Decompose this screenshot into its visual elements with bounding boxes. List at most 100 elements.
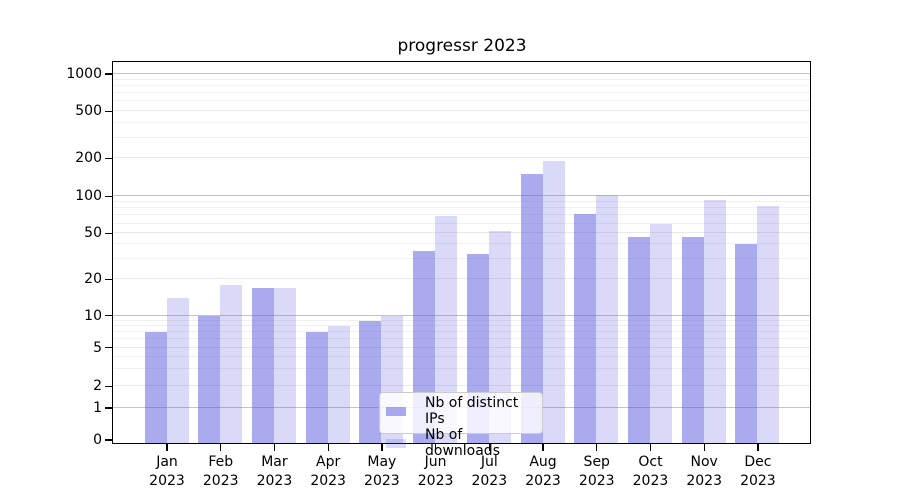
chart-title: progressr 2023 bbox=[397, 36, 527, 56]
gridline-minor-8 bbox=[113, 324, 810, 326]
gridline-minor-4 bbox=[113, 356, 810, 358]
gridline-5 bbox=[113, 346, 810, 348]
gridline-minor-600 bbox=[113, 100, 810, 102]
gridline-2 bbox=[113, 385, 810, 387]
x-tick-mark-mar bbox=[273, 444, 276, 451]
gridline-minor-6 bbox=[113, 338, 810, 340]
legend-item-distinct-ips: Nb of distinct IPs bbox=[386, 395, 536, 427]
y-tick-label-100: 100 bbox=[75, 188, 102, 205]
bar-distinct-ips-may bbox=[359, 320, 382, 443]
gridline-minor-80 bbox=[113, 207, 810, 209]
y-tick-label-1000: 1000 bbox=[66, 66, 102, 83]
x-tick-label-aug: Aug 2023 bbox=[525, 454, 561, 489]
gridline-20 bbox=[113, 278, 810, 280]
x-tick-mark-nov bbox=[703, 444, 705, 451]
gridline-minor-7 bbox=[113, 331, 810, 333]
plot-area bbox=[112, 61, 811, 444]
x-tick-mark-sep bbox=[596, 444, 598, 451]
bar-distinct-ips-jan bbox=[144, 332, 167, 443]
y-tick-mark-5 bbox=[105, 346, 112, 349]
gridline-minor-400 bbox=[113, 121, 810, 123]
x-tick-mark-feb bbox=[220, 444, 222, 451]
legend: Nb of distinct IPs Nb of downloads bbox=[379, 392, 543, 459]
y-tick-mark-10 bbox=[105, 315, 112, 317]
x-tick-label-dec: Dec 2023 bbox=[740, 454, 776, 489]
legend-label-distinct-ips: Nb of distinct IPs bbox=[425, 395, 519, 427]
y-tick-mark-200 bbox=[105, 157, 112, 160]
bar-downloads-dec bbox=[757, 206, 780, 443]
gridline-minor-800 bbox=[113, 85, 810, 87]
gridline-50 bbox=[113, 232, 810, 234]
x-tick-mark-dec bbox=[757, 444, 759, 451]
y-tick-label-200: 200 bbox=[75, 150, 102, 167]
y-tick-label-1: 1 bbox=[93, 400, 102, 417]
bar-distinct-ips-apr bbox=[305, 332, 328, 443]
gridline-500 bbox=[113, 110, 810, 112]
bar-distinct-ips-mar bbox=[251, 287, 274, 443]
gridline-minor-30 bbox=[113, 257, 810, 259]
x-tick-mark-jun bbox=[434, 444, 437, 451]
bar-downloads-aug bbox=[542, 161, 565, 443]
gridline-minor-70 bbox=[113, 214, 810, 216]
x-tick-label-oct: Oct 2023 bbox=[632, 454, 669, 489]
bar-downloads-jan bbox=[166, 298, 189, 443]
bar-distinct-ips-dec bbox=[735, 244, 758, 443]
x-tick-label-sep: Sep 2023 bbox=[578, 454, 615, 489]
x-tick-label-jun: Jun 2023 bbox=[417, 454, 454, 489]
y-tick-label-20: 20 bbox=[84, 271, 102, 288]
x-tick-label-mar: Mar 2023 bbox=[256, 454, 293, 489]
bar-downloads-mar bbox=[273, 287, 296, 443]
legend-label-downloads: Nb of downloads bbox=[425, 427, 500, 459]
bar-distinct-ips-nov bbox=[681, 237, 704, 443]
x-tick-label-apr: Apr 2023 bbox=[310, 454, 346, 489]
y-tick-label-5: 5 bbox=[93, 339, 102, 356]
gridline-minor-90 bbox=[113, 200, 810, 202]
gridline-100 bbox=[113, 195, 810, 197]
x-tick-mark-jul bbox=[488, 444, 490, 451]
gridline-minor-700 bbox=[113, 92, 810, 94]
y-tick-mark-0 bbox=[105, 439, 112, 441]
bar-downloads-oct bbox=[649, 224, 672, 443]
bar-downloads-nov bbox=[703, 200, 726, 443]
gridline-1000 bbox=[113, 73, 810, 75]
y-tick-label-0: 0 bbox=[93, 431, 102, 448]
bar-distinct-ips-sep bbox=[574, 213, 597, 443]
y-tick-label-500: 500 bbox=[75, 103, 102, 120]
gridline-minor-9 bbox=[113, 319, 810, 321]
y-tick-mark-20 bbox=[105, 278, 112, 280]
x-tick-mark-jan bbox=[166, 444, 168, 451]
x-tick-mark-aug bbox=[542, 444, 544, 451]
legend-swatch-distinct-ips bbox=[386, 406, 406, 416]
y-tick-label-10: 10 bbox=[84, 307, 102, 324]
gridline-minor-3 bbox=[113, 368, 810, 370]
y-tick-label-2: 2 bbox=[93, 378, 102, 395]
bar-downloads-jun bbox=[435, 216, 458, 443]
x-tick-mark-may bbox=[381, 444, 383, 451]
gridline-minor-300 bbox=[113, 136, 810, 138]
y-tick-mark-500 bbox=[105, 110, 112, 112]
x-tick-label-nov: Nov 2023 bbox=[686, 454, 723, 489]
y-tick-mark-1 bbox=[105, 407, 112, 409]
bar-downloads-apr bbox=[327, 325, 350, 443]
bar-downloads-jul bbox=[488, 231, 511, 443]
bar-downloads-sep bbox=[596, 195, 619, 443]
x-tick-label-jul: Jul 2023 bbox=[471, 454, 508, 489]
bar-downloads-feb bbox=[220, 284, 243, 443]
gridline-200 bbox=[113, 157, 810, 159]
gridline-minor-60 bbox=[113, 222, 810, 224]
y-tick-mark-100 bbox=[105, 195, 112, 198]
y-tick-mark-1000 bbox=[105, 73, 112, 75]
bar-distinct-ips-aug bbox=[520, 174, 543, 443]
y-tick-label-50: 50 bbox=[84, 225, 102, 242]
gridline-10 bbox=[113, 314, 810, 316]
y-tick-mark-50 bbox=[105, 232, 112, 234]
bar-distinct-ips-feb bbox=[198, 315, 221, 443]
y-tick-mark-2 bbox=[105, 385, 112, 388]
x-tick-label-feb: Feb 2023 bbox=[202, 454, 239, 489]
legend-item-downloads: Nb of downloads bbox=[386, 427, 536, 459]
gridline-minor-900 bbox=[113, 78, 810, 80]
gridline-minor-40 bbox=[113, 243, 810, 245]
legend-swatch-downloads bbox=[386, 438, 406, 448]
bar-distinct-ips-oct bbox=[627, 237, 650, 443]
